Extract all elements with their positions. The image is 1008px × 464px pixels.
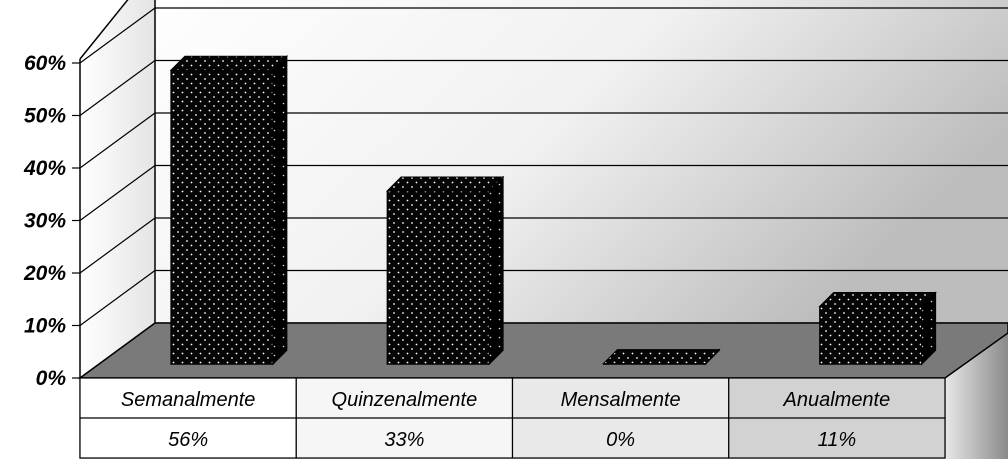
bar-top-face <box>169 55 289 71</box>
gridline <box>79 7 1008 64</box>
category-label: Mensalmente <box>561 389 681 411</box>
y-tick-label: 20% <box>23 262 66 285</box>
bar-side-face <box>488 175 504 366</box>
y-tick-label: 50% <box>24 105 66 128</box>
data-label: 33% <box>384 429 424 451</box>
back-wall <box>155 0 1008 333</box>
y-tick-label: 0% <box>36 367 67 390</box>
chart-background <box>79 0 1008 459</box>
category-label: Quinzenalmente <box>332 389 478 411</box>
bar-top-face <box>602 349 721 365</box>
gridlines <box>79 7 1008 379</box>
data-label: 56% <box>168 429 208 451</box>
y-axis: 0% 10% 20% 30% 40% 50% 60% <box>23 52 80 390</box>
bar-front-face <box>386 190 490 365</box>
y-tick-label: 40% <box>23 157 66 180</box>
right-face <box>945 333 1008 459</box>
bar-front-face <box>819 306 923 365</box>
gridline <box>79 269 1008 326</box>
data-table: Semanalmente 56% Quinzenalmente 33% Mensalme… <box>79 377 946 459</box>
bar <box>169 55 289 366</box>
bar-side-face <box>272 55 288 366</box>
category-label: Anualmente <box>783 389 891 411</box>
gridline <box>79 59 1008 116</box>
gridline <box>79 217 1008 274</box>
y-tick-label: 30% <box>24 210 66 233</box>
category-label: Semanalmente <box>121 389 256 411</box>
gridline <box>79 112 1008 169</box>
data-label: 0% <box>606 429 635 451</box>
side-wall-top-edge <box>79 0 129 60</box>
bar-top-face <box>818 292 937 307</box>
bars <box>169 55 937 366</box>
bar <box>602 348 721 366</box>
gridline <box>79 164 1008 221</box>
y-tick-label: 10% <box>24 315 66 338</box>
bar <box>385 175 505 366</box>
data-label: 11% <box>818 429 857 451</box>
y-tick-label: 60% <box>24 52 66 75</box>
bar-front-face <box>170 69 274 365</box>
bar <box>818 291 937 366</box>
bar-top-face <box>385 176 505 192</box>
side-wall <box>80 0 155 378</box>
